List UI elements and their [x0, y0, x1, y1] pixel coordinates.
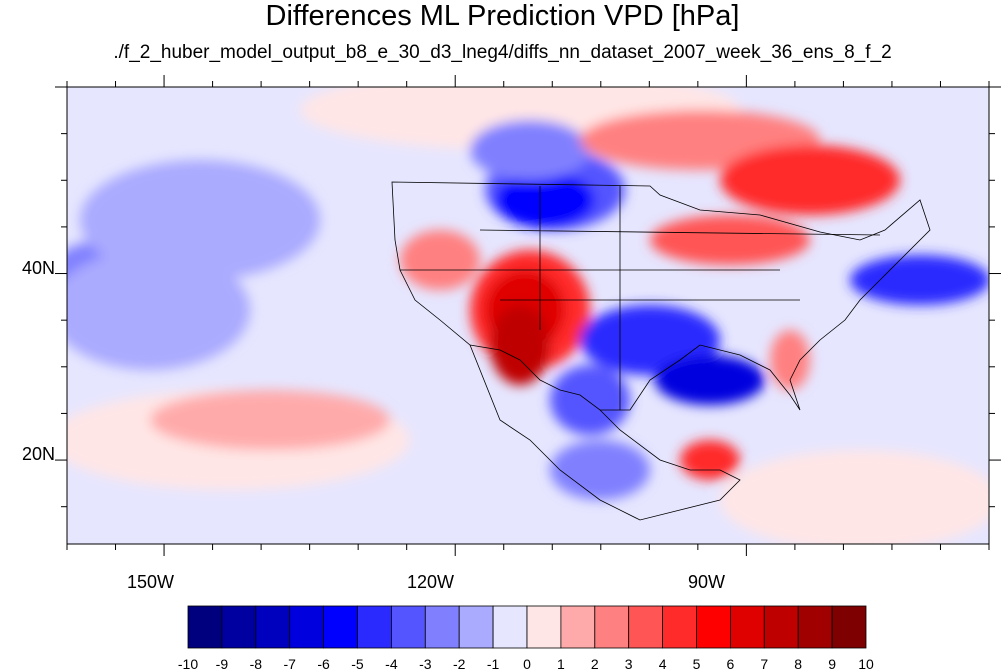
lon-label-150w: 150W: [127, 572, 175, 592]
map-field: [67, 87, 989, 544]
colorbar-label: -5: [351, 656, 364, 672]
colorbar-label: -7: [283, 656, 296, 672]
colorbar-label: -3: [419, 656, 432, 672]
colorbar-label: 3: [624, 656, 633, 672]
colorbar-label: -1: [486, 656, 500, 672]
map-subtitle: ./f_2_huber_model_output_b8_e_30_d3_lneg…: [113, 42, 892, 63]
colorbar-label: 1: [556, 656, 565, 672]
colorbar-label: 10: [858, 656, 874, 672]
boundaries: [391, 181, 931, 521]
map-frame: [66, 86, 990, 545]
colorbar-label: 2: [590, 656, 599, 672]
colorbar-label: -4: [385, 656, 398, 672]
colorbar-label: 5: [692, 656, 701, 672]
colorbar-label: -6: [317, 656, 330, 672]
colorbar-label: -2: [452, 656, 466, 672]
colorbar-label: -8: [249, 656, 263, 672]
map-ticks: [55, 75, 1001, 556]
colorbar-label: 9: [828, 656, 836, 672]
map-title: Differences ML Prediction VPD [hPa]: [265, 0, 740, 32]
lon-label-90w: 90W: [688, 572, 726, 592]
colorbar-label: 4: [658, 656, 667, 672]
colorbar-label: 0: [523, 656, 531, 672]
colorbar-label: 6: [726, 656, 735, 672]
colorbar-label: -9: [215, 656, 229, 672]
colorbar-label: -10: [177, 656, 199, 672]
colorbar-label: 7: [760, 656, 769, 672]
lon-label-120w: 120W: [407, 572, 455, 592]
lat-label-40n: 40N: [22, 258, 56, 278]
lat-label-20n: 20N: [22, 444, 56, 464]
colorbar-label: 8: [794, 656, 803, 672]
